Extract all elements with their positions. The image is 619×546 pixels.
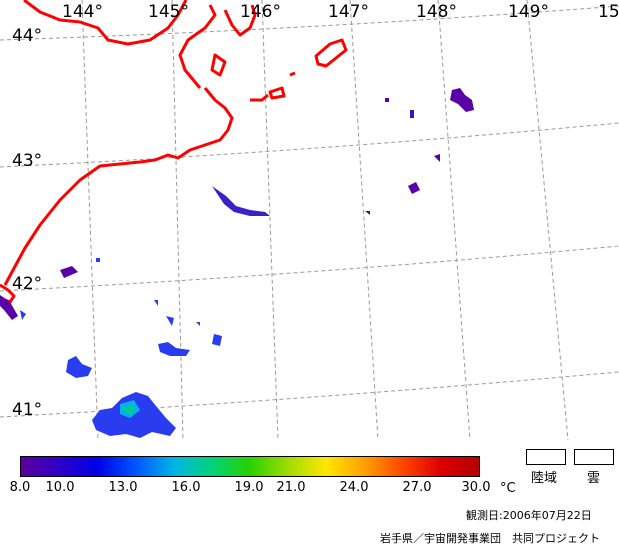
latitude-label-44: 44° [12, 26, 43, 46]
shikotan-coastline [268, 86, 286, 100]
sst-patch-east [450, 88, 474, 112]
cloud-legend-swatch [574, 449, 614, 465]
sst-patches [0, 88, 474, 438]
project-credit: 岩手県／宇宙開発事業団 共同プロジェクト [380, 532, 600, 545]
colorbar-tick-13: 13.0 [108, 480, 138, 495]
hokkaido-coastline [23, 0, 188, 46]
sst-patch-cape-2 [20, 310, 26, 320]
coastline [0, 0, 348, 304]
meridian-145 [171, 0, 184, 440]
longitude-label-146: 146° [240, 2, 281, 22]
sst-patch-dot-5 [154, 300, 158, 306]
meridian-146 [261, 0, 279, 440]
temperature-unit: °C [500, 481, 516, 496]
sst-patch-mid-3 [212, 334, 222, 346]
colorbar-tick-30: 30.0 [461, 480, 491, 495]
sst-patch-cape [0, 295, 18, 320]
longitude-label-147: 147° [328, 2, 369, 22]
latitude-label-42: 42° [12, 274, 43, 294]
longitude-label-145: 145° [148, 2, 189, 22]
land-legend-label: 陸域 [531, 471, 558, 486]
sst-patch-mid-2 [166, 316, 174, 326]
sst-map [0, 0, 619, 440]
latitude-label-41: 41° [12, 400, 43, 420]
parallel-43 [0, 122, 619, 168]
hokkaido-south-coastline [3, 87, 234, 286]
parallel-44 [0, 5, 619, 41]
colorbar-tick-19: 19.0 [234, 480, 264, 495]
sst-patch-dot-3 [365, 211, 370, 215]
meridian-147 [349, 0, 379, 440]
hokkaido-east-coastline [178, 4, 217, 89]
sst-patch-band [212, 186, 270, 216]
longitude-label-150: 15 [598, 2, 619, 22]
meridian-149 [526, 0, 569, 440]
sst-patch-dot-4 [96, 258, 100, 262]
etorofu-coastline [314, 38, 348, 68]
observation-date: 観測日:2006年07月22日 [466, 509, 592, 522]
sst-patch-sw [66, 356, 92, 378]
meridian-144 [81, 0, 99, 440]
sst-patch-south [92, 392, 176, 438]
sst-patch-dot-6 [196, 322, 200, 326]
islet-1 [289, 71, 296, 77]
colorbar-tick-8: 8.0 [9, 480, 31, 495]
colorbar-tick-16: 16.0 [171, 480, 201, 495]
colorbar-tick-10: 10.0 [45, 480, 75, 495]
cloud-legend-label: 雲 [587, 471, 601, 486]
colorbar-tick-21: 21.0 [276, 480, 306, 495]
sst-patch-east-3 [434, 154, 440, 162]
longitude-label-148: 148° [416, 2, 457, 22]
parallel-41 [0, 371, 619, 418]
shiretoko-coastline [223, 4, 257, 37]
sst-patch-south-core [124, 406, 134, 414]
colorbar-tick-24: 24.0 [339, 480, 369, 495]
longitude-label-144: 144° [62, 2, 103, 22]
sst-patch-mid-1 [158, 342, 190, 356]
sst-patch-east-2 [408, 182, 420, 194]
sst-patch-dot-2 [385, 98, 389, 102]
colorbar-tick-27: 27.0 [402, 480, 432, 495]
parallel-42 [0, 245, 619, 292]
habomai-coastline [250, 93, 269, 102]
kunashiri-coastline [210, 53, 227, 77]
latitude-label-43: 43° [12, 151, 43, 171]
longitude-label-149: 149° [508, 2, 549, 22]
graticule [0, 0, 619, 440]
meridian-148 [437, 0, 471, 440]
sst-patch-west [60, 266, 78, 278]
temperature-color-bar [20, 456, 480, 477]
sst-patch-dot-1 [410, 110, 414, 118]
land-legend-swatch [526, 449, 566, 465]
